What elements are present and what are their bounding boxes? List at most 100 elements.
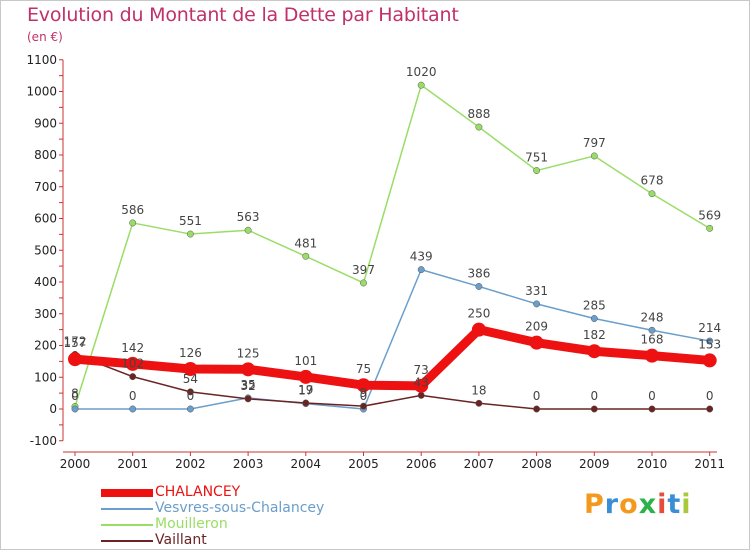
data-label: 75 — [356, 362, 371, 376]
data-label: 32 — [240, 379, 255, 393]
data-point — [475, 123, 483, 131]
y-tick-label: 400 — [34, 275, 57, 289]
data-label: 285 — [583, 299, 606, 313]
data-point — [356, 378, 371, 393]
legend-label: CHALANCEY — [155, 484, 241, 500]
series-line-vaillant — [74, 353, 711, 410]
x-tick-label: 2008 — [521, 457, 552, 471]
legend-label: Vaillant — [155, 532, 207, 548]
data-point — [590, 152, 598, 160]
series-line-chalancey — [70, 325, 715, 391]
data-label: 0 — [706, 389, 714, 403]
logo-letter: P — [584, 489, 605, 520]
data-label: 678 — [641, 174, 664, 188]
data-point — [360, 279, 367, 287]
data-point — [590, 315, 598, 322]
data-label: 751 — [525, 151, 548, 165]
data-point — [533, 405, 541, 413]
x-tick-label: 2011 — [694, 457, 725, 471]
data-label: 157 — [64, 336, 87, 350]
logo-letter: x — [638, 489, 658, 520]
data-label: 125 — [237, 346, 260, 360]
legend-swatch — [101, 489, 153, 497]
data-label: 0 — [533, 389, 541, 403]
data-label: 248 — [641, 310, 664, 324]
y-tick-label: 0 — [49, 402, 57, 416]
data-label: 54 — [183, 372, 198, 386]
data-label: 19 — [298, 383, 313, 397]
y-tick-label: 1100 — [26, 53, 57, 67]
data-label: 35 — [240, 378, 255, 392]
data-point — [706, 405, 714, 413]
data-label: 386 — [467, 266, 490, 280]
data-point — [475, 282, 483, 290]
data-point — [648, 405, 656, 413]
data-label: 0 — [187, 389, 195, 403]
data-label: 397 — [352, 263, 375, 277]
legend-swatch — [101, 540, 153, 542]
data-label: 563 — [237, 210, 260, 224]
x-tick-label: 2002 — [175, 457, 206, 471]
chart-title: Evolution du Montant de la Dette par Hab… — [27, 4, 459, 26]
y-tick-label: 600 — [34, 212, 57, 226]
y-tick-label: 500 — [34, 243, 57, 257]
x-tick-label: 2009 — [579, 457, 610, 471]
data-label: 9 — [360, 386, 368, 400]
data-label: 0 — [360, 389, 368, 403]
data-point — [414, 378, 429, 393]
data-label: 481 — [294, 236, 317, 250]
y-tick-label: 700 — [34, 180, 57, 194]
data-point — [648, 326, 656, 334]
data-label: 214 — [698, 321, 721, 335]
data-point — [533, 300, 541, 308]
data-point — [302, 399, 310, 407]
y-tick-label: 900 — [34, 116, 57, 130]
data-point — [417, 391, 425, 399]
data-label: 18 — [471, 383, 486, 397]
data-point — [648, 190, 656, 198]
data-label: 0 — [129, 389, 137, 403]
data-point — [125, 356, 140, 371]
x-tick-label: 2005 — [348, 457, 379, 471]
data-point — [533, 167, 541, 175]
data-point — [244, 226, 252, 234]
data-point — [645, 348, 659, 363]
data-point — [587, 344, 602, 359]
data-label: 168 — [641, 333, 664, 347]
data-label: 126 — [179, 346, 202, 360]
legend-swatch — [101, 508, 153, 510]
x-tick-label: 2006 — [406, 457, 437, 471]
data-label: 43 — [414, 375, 429, 389]
data-point — [702, 353, 717, 368]
data-point — [129, 405, 137, 413]
logo-letter: i — [681, 489, 692, 520]
data-point — [706, 224, 714, 232]
data-label: 153 — [698, 337, 721, 351]
data-point — [298, 369, 313, 384]
data-label: 0 — [71, 389, 79, 403]
data-label: 1020 — [406, 65, 437, 79]
data-point — [129, 219, 137, 227]
x-tick-label: 2003 — [233, 457, 264, 471]
y-tick-label: 200 — [34, 339, 57, 353]
legend-label: Vesvres-sous-Chalancey — [155, 500, 325, 516]
data-point — [360, 402, 367, 410]
data-label: 102 — [121, 357, 144, 371]
data-label: 439 — [410, 250, 433, 264]
series-line-mouilleron — [74, 84, 711, 408]
data-label: 172 — [64, 334, 87, 348]
x-tick-label: 2007 — [464, 457, 495, 471]
logo-letter: o — [619, 489, 639, 520]
data-point — [529, 335, 544, 350]
data-label: 888 — [467, 107, 490, 121]
data-label: 569 — [698, 208, 721, 222]
data-label: 142 — [121, 341, 144, 355]
data-label: 209 — [525, 320, 548, 334]
legend-label: Mouilleron — [155, 516, 228, 532]
data-point — [590, 405, 598, 413]
x-tick-label: 2000 — [60, 457, 91, 471]
legend-swatch — [101, 524, 153, 526]
data-point — [417, 81, 425, 89]
